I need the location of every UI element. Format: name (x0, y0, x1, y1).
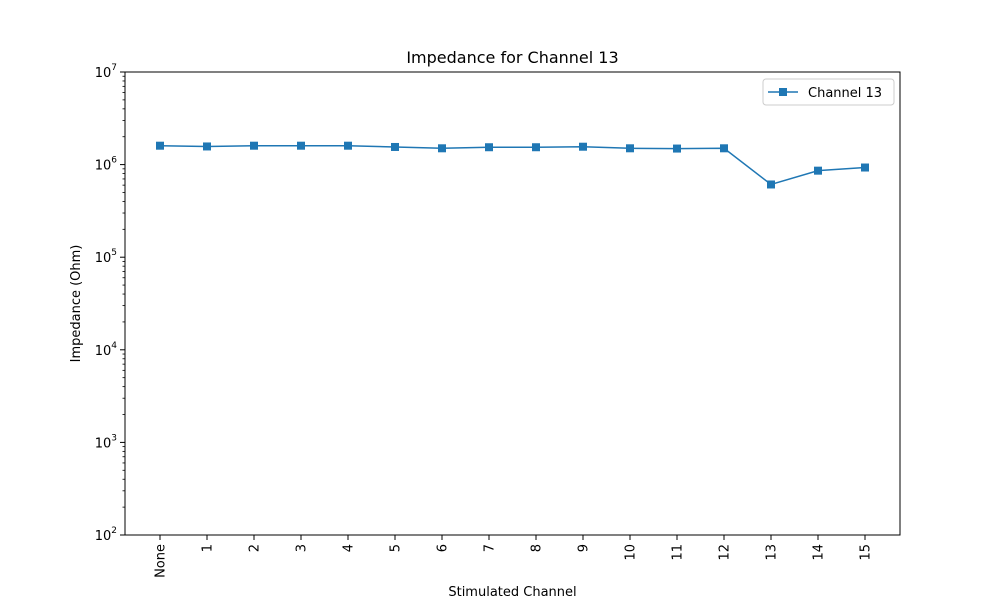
x-tick-label: 8 (530, 544, 545, 552)
y-tick-label: 104 (95, 341, 118, 359)
x-tick-label: 6 (436, 544, 451, 552)
series-line (159, 144, 866, 186)
x-tick-label: 1 (201, 544, 216, 552)
x-tick-label: 5 (389, 544, 404, 552)
data-point-marker (720, 144, 728, 153)
data-point-marker (485, 143, 493, 152)
y-tick-label: 106 (95, 156, 118, 174)
x-tick-label: None (154, 544, 169, 578)
data-point-marker (250, 141, 258, 150)
x-tick-label: 13 (765, 544, 780, 561)
x-tick-label: 9 (577, 544, 592, 552)
x-tick-label: 12 (718, 544, 733, 561)
data-point-marker (391, 142, 399, 151)
x-tick-label: 15 (859, 544, 874, 561)
x-tick-label: 4 (342, 544, 357, 552)
data-point-marker (673, 144, 681, 153)
data-point-marker (344, 141, 352, 150)
plot-frame (124, 71, 901, 536)
x-tick-label: 11 (671, 544, 686, 561)
data-point-marker (814, 166, 822, 175)
data-point-marker (438, 144, 446, 153)
legend-label: Channel 13 (808, 86, 882, 101)
legend: Channel 13 (762, 78, 895, 106)
y-tick-label: 103 (95, 433, 117, 451)
data-point-marker (156, 141, 164, 150)
legend-marker-swatch (779, 88, 787, 96)
x-tick-label: 3 (295, 544, 310, 552)
y-tick-label: 105 (95, 248, 117, 266)
data-point-marker (767, 180, 775, 189)
data-point-marker (532, 143, 540, 152)
x-tick-label: 14 (812, 544, 827, 561)
legend-box (762, 78, 895, 106)
x-axis-label: Stimulated Channel (448, 585, 576, 600)
x-tick-label: 2 (248, 544, 263, 552)
y-tick-label: 107 (95, 63, 117, 81)
y-tick-label: 102 (95, 526, 117, 544)
x-axis-ticks: None 1 2 3 4 5 6 7 8 9 10 11 12 13 14 15 (154, 535, 874, 578)
x-tick-label: 10 (624, 544, 639, 561)
data-point-marker (861, 163, 869, 172)
chart-title: Impedance for Channel 13 (406, 48, 618, 67)
y-axis-ticks: 102 103 104 105 106 107 (95, 63, 125, 544)
y-axis-label: Impedance (Ohm) (69, 245, 84, 363)
data-point-marker (579, 142, 587, 151)
x-tick-label: 7 (483, 544, 498, 552)
data-point-marker (626, 144, 634, 153)
data-point-marker (297, 141, 305, 150)
plot-layer (156, 141, 869, 189)
data-point-marker (203, 142, 211, 151)
